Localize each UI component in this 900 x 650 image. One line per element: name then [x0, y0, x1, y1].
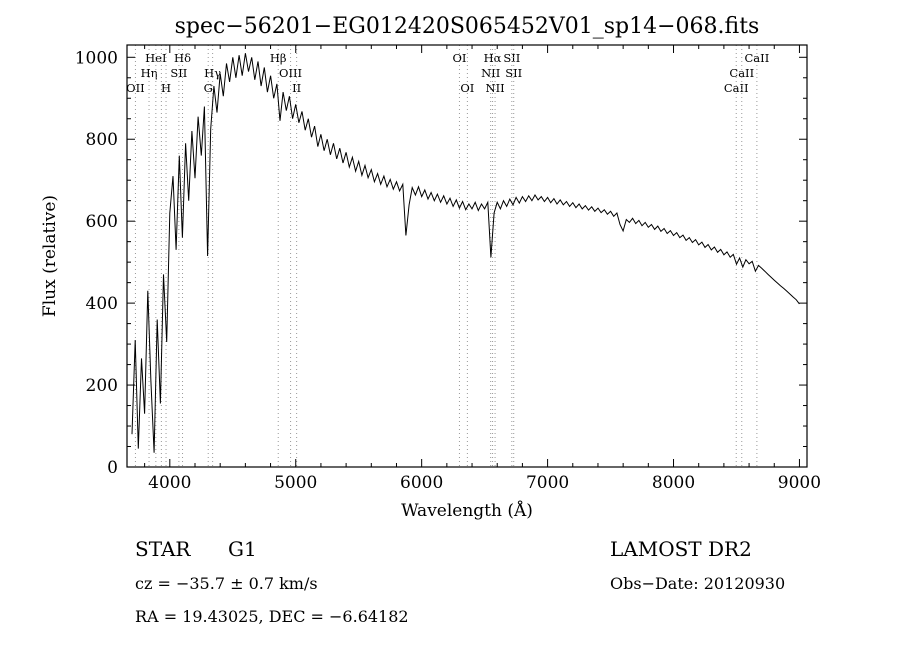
spectral-line-label: Hγ	[204, 66, 221, 80]
survey-name: LAMOST DR2	[610, 537, 752, 561]
y-tick-label: 800	[86, 130, 118, 150]
x-axis-label: Wavelength (Å)	[401, 500, 533, 521]
x-tick-label: 6000	[400, 473, 443, 493]
spectral-line-label: II	[292, 81, 301, 95]
y-tick-label: 200	[86, 376, 118, 396]
spectral-line-label: SII	[503, 51, 520, 65]
plot-frame	[126, 44, 808, 468]
axes-group: 4000 5000 6000 7000 8000 9000 0 200 400 600 800 100…	[75, 45, 821, 493]
x-tick-label: 5000	[274, 473, 317, 493]
spectral-line-label: Hη	[141, 66, 158, 80]
x-tick-label: 9000	[778, 473, 821, 493]
x-tick-label: 7000	[526, 473, 569, 493]
spectral-line-label: OII	[126, 81, 145, 95]
x-tick-label: 4000	[148, 473, 191, 493]
spectral-line-label: H	[161, 81, 171, 95]
x-tick-label: 8000	[652, 473, 695, 493]
spectral-line-label: CaII	[729, 66, 754, 80]
spectral-line-label: Hβ	[270, 51, 287, 65]
obs-date: Obs−Date: 20120930	[610, 574, 785, 593]
plot-title: spec−56201−EG012420S065452V01_sp14−068.f…	[175, 14, 760, 39]
spectral-line-label: OI	[460, 81, 474, 95]
object-subclass: G1	[228, 537, 257, 561]
spectral-line-label: OIII	[279, 66, 302, 80]
y-tick-label: 1000	[75, 48, 118, 68]
spectrum-line	[131, 53, 800, 453]
spectral-line-label: OI	[452, 51, 466, 65]
spectral-line-label: CaII	[724, 81, 749, 95]
y-axis-label: Flux (relative)	[40, 195, 60, 317]
spectral-line-label: HeI	[145, 51, 166, 65]
y-tick-label: 400	[86, 294, 118, 314]
cz-value: cz = −35.7 ± 0.7 km/s	[135, 574, 318, 593]
spectral-line-label: Hα	[484, 51, 502, 65]
y-tick-label: 0	[107, 458, 118, 478]
line-markers-group: OIIHηHeIHSIIHδGHγHβOIIIIIOIOINIIHαNIISII…	[126, 45, 769, 467]
spectral-line-label: G	[204, 81, 213, 95]
spectral-line-label: NII	[481, 66, 500, 80]
spectral-line-label: NII	[486, 81, 505, 95]
y-tick-label: 600	[86, 212, 118, 232]
object-class: STAR	[135, 537, 191, 561]
spectral-line-label: SII	[505, 66, 522, 80]
ra-dec-value: RA = 19.43025, DEC = −6.64182	[135, 607, 409, 626]
spectrum-line-group	[131, 53, 800, 453]
spectral-line-label: SII	[170, 66, 187, 80]
spectral-line-label: CaII	[745, 51, 770, 65]
spectral-line-label: Hδ	[174, 51, 191, 65]
